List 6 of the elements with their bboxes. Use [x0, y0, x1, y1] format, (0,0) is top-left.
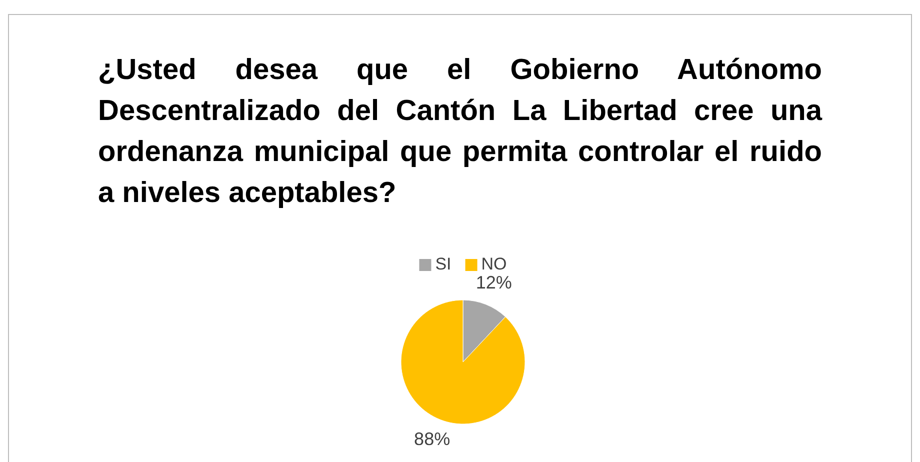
chart-title: ¿Usted desea que el Gobierno Autónomo Descentralizado del Cantón La Libertad cree una ordenanza municipal que permita controlar el ruido a niveles aceptables? — [98, 53, 822, 211]
pie-slice — [400, 300, 526, 424]
data-label: 88% — [414, 428, 450, 449]
data-label: 12% — [476, 272, 512, 293]
legend-label: NO — [481, 254, 507, 274]
legend-label: SI — [435, 254, 452, 274]
